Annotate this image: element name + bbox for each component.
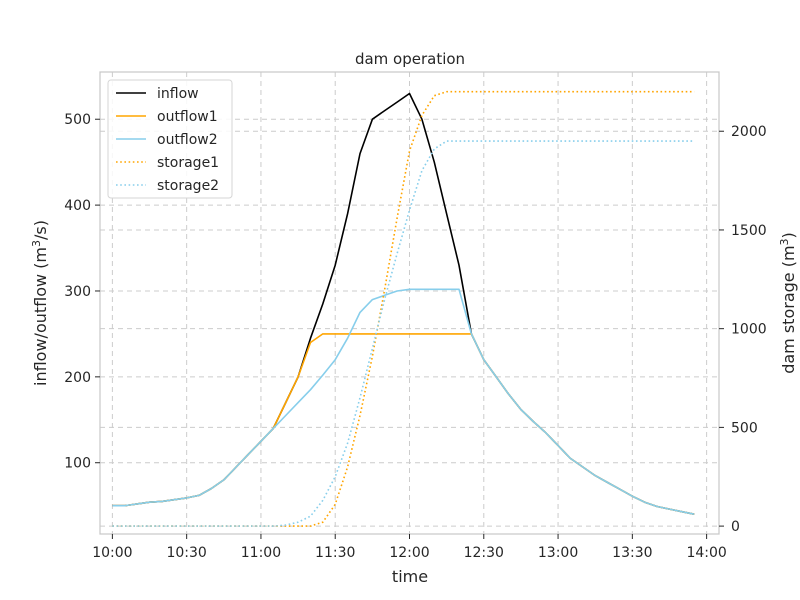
y-axis-left-label: inflow/outflow (m3/s) — [30, 220, 50, 386]
series-line-storage2 — [112, 140, 695, 527]
y-left-tick-label: 200 — [64, 370, 91, 386]
x-tick-label: 11:00 — [241, 545, 281, 561]
y-right-tick-label: 500 — [731, 420, 758, 436]
x-axis-label: time — [392, 567, 428, 586]
x-tick-label: 12:30 — [464, 545, 504, 561]
x-tick-label: 11:30 — [315, 545, 355, 561]
legend: inflow outflow1 outflow2 storage1 storage2 — [107, 79, 233, 199]
legend-label-storage1: storage1 — [157, 155, 219, 171]
y-right-tick-label: 0 — [731, 519, 740, 535]
legend-label-storage2: storage2 — [157, 178, 219, 194]
series-line-outflow1 — [112, 333, 695, 515]
x-axis: 10:00 10:30 11:00 11:30 12:00 12:30 13:00 13:30… — [92, 534, 727, 561]
y-left-tick-label: 100 — [64, 456, 91, 472]
y-right-tick-label: 1000 — [731, 322, 767, 338]
x-tick-label: 14:00 — [686, 545, 726, 561]
y-right-tick-label: 2000 — [731, 124, 767, 140]
series-line-outflow2 — [112, 288, 695, 515]
legend-label-inflow: inflow — [157, 86, 199, 102]
legend-box — [107, 79, 233, 199]
y-left-tick-label: 400 — [64, 198, 91, 214]
y-right-tick-label: 1500 — [731, 223, 767, 239]
y-axis-right-label: dam storage (m3) — [778, 232, 798, 374]
x-tick-label: 12:00 — [389, 545, 429, 561]
gridlines — [100, 72, 719, 534]
y-axis-left: 100 200 300 400 500 — [64, 112, 100, 472]
chart-title: dam operation — [355, 50, 465, 68]
x-tick-label: 10:30 — [166, 545, 206, 561]
y-left-tick-label: 500 — [64, 112, 91, 128]
y-left-tick-label: 300 — [64, 284, 91, 300]
plot-lines — [112, 90, 695, 527]
x-tick-label: 13:00 — [538, 545, 578, 561]
x-tick-label: 13:30 — [612, 545, 652, 561]
y-axis-right: 0 500 1000 1500 2000 — [719, 124, 767, 535]
legend-label-outflow1: outflow1 — [157, 109, 218, 125]
x-tick-label: 10:00 — [92, 545, 132, 561]
legend-label-outflow2: outflow2 — [157, 132, 218, 148]
